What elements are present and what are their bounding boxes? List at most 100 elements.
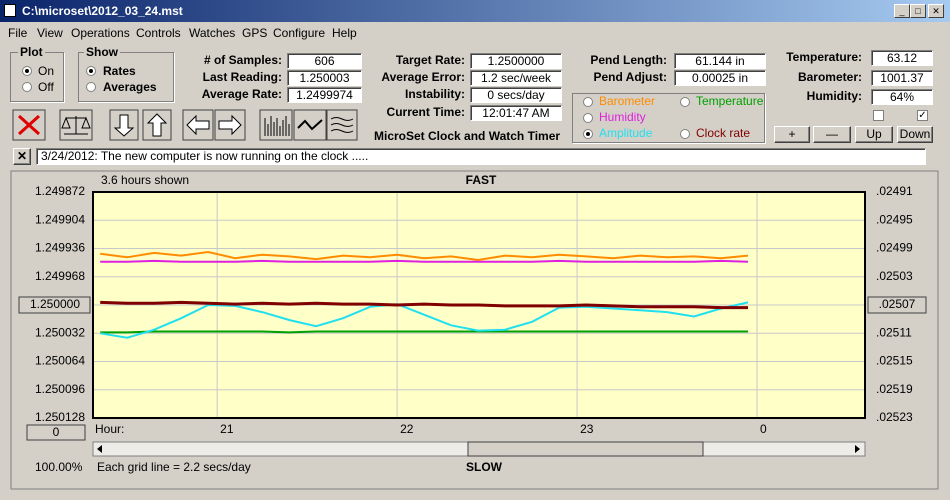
- field-label: Pend Length:: [590, 53, 667, 67]
- maximize-button[interactable]: □: [910, 4, 926, 18]
- radio-label[interactable]: On: [38, 64, 55, 78]
- y-tick-button[interactable]: [18, 296, 91, 314]
- icon-button[interactable]: [293, 109, 327, 141]
- y2-tick-label: .02503: [876, 269, 913, 283]
- icon: [330, 117, 354, 133]
- show-group: [78, 52, 174, 102]
- field-value: 1.2499974: [287, 87, 362, 103]
- close-button[interactable]: ✕: [928, 4, 944, 18]
- x-tick-label: 22: [400, 422, 414, 436]
- field-label: Target Rate:: [395, 53, 465, 67]
- y-tick-label: 1.250128: [35, 410, 85, 424]
- x-tick-label: 21: [220, 422, 234, 436]
- field-label: Pend Adjust:: [593, 70, 667, 84]
- minimize-button[interactable]: _: [894, 4, 910, 18]
- field-label: Last Reading:: [202, 70, 282, 84]
- menu-item[interactable]: Controls: [136, 26, 181, 40]
- menu-item[interactable]: File: [8, 26, 28, 40]
- grid-note: Each grid line = 2.2 secs/day: [97, 460, 251, 474]
- field-label: # of Samples:: [203, 53, 282, 67]
- chart: 1.249872 1.249904 1.249936 1.249968 1.250000…: [10, 170, 939, 490]
- series-line: [100, 300, 748, 310]
- radio-label[interactable]: Rates: [103, 64, 136, 78]
- field-value: 1.2500000: [470, 53, 562, 69]
- scroll-thumb[interactable]: [467, 441, 704, 457]
- group-label: Plot: [18, 45, 45, 59]
- series-line: [100, 250, 749, 262]
- button[interactable]: —: [813, 126, 851, 143]
- menu-item[interactable]: GPS: [242, 26, 268, 40]
- offset-button-label[interactable]: 0: [53, 425, 60, 439]
- y-tick-label: 1.250000: [30, 297, 80, 311]
- radio[interactable]: [680, 97, 690, 107]
- radio[interactable]: [22, 82, 32, 92]
- menu-item[interactable]: Watches: [189, 26, 236, 40]
- radio[interactable]: [583, 129, 593, 139]
- radio[interactable]: [583, 113, 593, 123]
- field-label: Instability:: [404, 87, 465, 101]
- checkbox[interactable]: [873, 110, 884, 121]
- y2-tick-label: .02515: [876, 354, 913, 368]
- radio-label[interactable]: Off: [38, 80, 54, 94]
- checkbox[interactable]: ✓: [917, 110, 928, 121]
- x-tick-label: 0: [760, 422, 767, 436]
- legend-label[interactable]: Amplitude: [599, 126, 653, 140]
- y2-tick-label: .02499: [876, 241, 913, 255]
- field-label: Barometer:: [797, 70, 862, 84]
- legend-label[interactable]: Barometer: [599, 94, 656, 108]
- field-value: 606: [287, 53, 362, 69]
- x-axis-label: Hour:: [95, 422, 124, 436]
- icon: [297, 119, 323, 131]
- field-value: 0 secs/day: [470, 87, 562, 103]
- icon: [17, 114, 41, 136]
- series-line: [100, 301, 749, 339]
- button[interactable]: +: [774, 126, 810, 143]
- plot-group: [10, 52, 64, 102]
- field-value: 1.2 sec/week: [470, 70, 562, 86]
- legend-label[interactable]: Clock rate: [696, 126, 751, 140]
- icon: [186, 114, 210, 136]
- menu-item[interactable]: Help: [332, 26, 357, 40]
- y2-tick-label: .02495: [876, 212, 913, 226]
- y2-tick-label: .02523: [876, 410, 913, 424]
- radio[interactable]: [22, 66, 32, 76]
- y2-tick-label: .02491: [876, 184, 913, 198]
- field-value: 64%: [871, 89, 933, 105]
- y2-tick-button[interactable]: [867, 296, 927, 314]
- zoom: 100.00%: [35, 460, 83, 474]
- radio[interactable]: [583, 97, 593, 107]
- message: 3/24/2012: The new computer is now runni…: [36, 148, 926, 165]
- offset-button[interactable]: [26, 424, 86, 441]
- radio-label[interactable]: Averages: [103, 80, 157, 94]
- radio[interactable]: [86, 82, 96, 92]
- series-line: [100, 259, 749, 263]
- plot-border: [92, 191, 866, 419]
- menu-item[interactable]: View: [37, 26, 63, 40]
- y-tick-label: 1.250064: [35, 354, 85, 368]
- icon: [61, 116, 91, 135]
- y2-tick-label: .02519: [876, 382, 913, 396]
- dismiss-button[interactable]: ✕: [13, 148, 31, 165]
- field-label: Average Rate:: [201, 87, 282, 101]
- legend-label[interactable]: Humidity: [599, 110, 646, 124]
- y-tick-label: 1.249904: [35, 212, 85, 226]
- button[interactable]: Down: [897, 126, 933, 143]
- field-value: 0.00025 in: [674, 70, 766, 86]
- series-selector: [572, 93, 765, 143]
- radio[interactable]: [86, 66, 96, 76]
- y2-tick-label: .02507: [879, 297, 916, 311]
- hours-shown: 3.6 hours shown: [101, 173, 189, 187]
- y-tick-label: 1.249936: [35, 241, 85, 255]
- bottom-label: SLOW: [466, 460, 503, 474]
- menu-item[interactable]: Configure: [273, 26, 326, 40]
- field-value: 63.12: [871, 50, 933, 66]
- y-tick-label: 1.250096: [35, 382, 85, 396]
- field-label: Current Time:: [386, 105, 465, 119]
- toolbar: [12, 109, 358, 141]
- field-value: 61.144 in: [674, 53, 766, 69]
- button[interactable]: Up: [855, 126, 893, 143]
- legend-label[interactable]: Temperature: [696, 94, 764, 108]
- field-label: Temperature:: [786, 50, 862, 64]
- menu-item[interactable]: Operations: [71, 26, 130, 40]
- radio[interactable]: [680, 129, 690, 139]
